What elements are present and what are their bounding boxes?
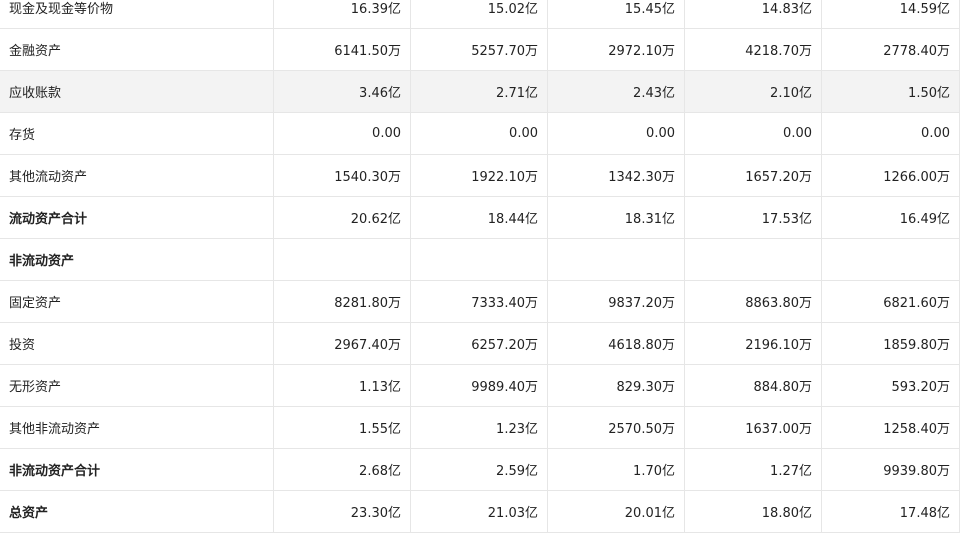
value-cell: 9989.40万 [411, 365, 548, 406]
row-label: 金融资产 [0, 29, 274, 70]
row-label: 非流动资产 [0, 239, 274, 280]
table-row[interactable]: 其他流动资产 1540.30万 1922.10万 1342.30万 1657.20万 12… [0, 155, 959, 197]
value-cell: 1637.00万 [685, 407, 822, 448]
value-cell: 15.02亿 [411, 0, 548, 28]
value-cell: 2967.40万 [274, 323, 411, 364]
row-label: 无形资产 [0, 365, 274, 406]
value-cell: 20.01亿 [548, 491, 685, 532]
table-row[interactable]: 金融资产 6141.50万 5257.70万 2972.10万 4218.70万 2778… [0, 29, 959, 71]
value-cell: 18.44亿 [411, 197, 548, 238]
value-cell [548, 239, 685, 280]
value-cell: 0.00 [411, 113, 548, 154]
value-cell: 0.00 [921, 126, 950, 141]
value-cell [274, 239, 411, 280]
value-cell: 17.48亿 [899, 506, 950, 521]
table-row[interactable]: 其他非流动资产 1.55亿 1.23亿 2570.50万 1637.00万 1258.40… [0, 407, 959, 449]
table-row[interactable]: 流动资产合计 20.62亿 18.44亿 18.31亿 17.53亿 16.49亿 [0, 197, 959, 239]
value-cell: 5257.70万 [411, 29, 548, 70]
table-row[interactable]: 现金及现金等价物 16.39亿 15.02亿 15.45亿 14.83亿 14.59亿 [0, 0, 959, 29]
value-cell: 2.43亿 [548, 71, 685, 112]
value-cell: 16.49亿 [899, 212, 950, 227]
value-cell: 1.50亿 [908, 86, 950, 101]
value-cell: 829.30万 [548, 365, 685, 406]
row-label: 固定资产 [0, 281, 274, 322]
value-cell: 1.70亿 [548, 449, 685, 490]
value-cell: 0.00 [274, 113, 411, 154]
value-cell [685, 239, 822, 280]
value-cell: 17.53亿 [685, 197, 822, 238]
value-cell: 1.23亿 [411, 407, 548, 448]
value-cell: 2778.40万 [883, 44, 950, 59]
value-cell: 1922.10万 [411, 155, 548, 196]
value-cell: 6821.60万 [883, 296, 950, 311]
table-row[interactable]: 无形资产 1.13亿 9989.40万 829.30万 884.80万 593.20万 [0, 365, 959, 407]
value-cell: 6257.20万 [411, 323, 548, 364]
value-cell: 18.80亿 [685, 491, 822, 532]
value-cell: 1657.20万 [685, 155, 822, 196]
value-cell: 14.59亿 [899, 2, 950, 17]
row-label: 投资 [0, 323, 274, 364]
value-cell: 1342.30万 [548, 155, 685, 196]
value-cell: 884.80万 [685, 365, 822, 406]
row-label: 存货 [0, 113, 274, 154]
value-cell: 1266.00万 [883, 170, 950, 185]
value-cell: 2.71亿 [411, 71, 548, 112]
table-row[interactable]: 应收账款 3.46亿 2.71亿 2.43亿 2.10亿 1.50亿 [0, 71, 959, 113]
value-cell: 6141.50万 [274, 29, 411, 70]
value-cell: 2972.10万 [548, 29, 685, 70]
value-cell: 2.68亿 [274, 449, 411, 490]
value-cell: 15.45亿 [548, 0, 685, 28]
value-cell: 16.39亿 [274, 0, 411, 28]
value-cell: 1.55亿 [274, 407, 411, 448]
value-cell: 0.00 [685, 113, 822, 154]
value-cell: 9939.80万 [883, 464, 950, 479]
value-cell [822, 239, 959, 280]
value-cell: 4618.80万 [548, 323, 685, 364]
row-label: 其他非流动资产 [0, 407, 274, 448]
table-row[interactable]: 投资 2967.40万 6257.20万 4618.80万 2196.10万 1859.8… [0, 323, 959, 365]
value-cell: 21.03亿 [411, 491, 548, 532]
value-cell: 7333.40万 [411, 281, 548, 322]
row-label: 非流动资产合计 [0, 449, 274, 490]
table-row[interactable]: 存货 0.00 0.00 0.00 0.00 0.00 [0, 113, 959, 155]
row-label: 其他流动资产 [0, 155, 274, 196]
table-row[interactable]: 非流动资产 [0, 239, 959, 281]
value-cell: 1258.40万 [883, 422, 950, 437]
value-cell: 23.30亿 [274, 491, 411, 532]
value-cell: 14.83亿 [685, 0, 822, 28]
value-cell: 8863.80万 [685, 281, 822, 322]
value-cell: 4218.70万 [685, 29, 822, 70]
row-label: 现金及现金等价物 [0, 0, 274, 28]
value-cell: 20.62亿 [274, 197, 411, 238]
value-cell: 18.31亿 [548, 197, 685, 238]
row-label: 总资产 [0, 491, 274, 532]
value-cell: 2196.10万 [685, 323, 822, 364]
value-cell: 0.00 [548, 113, 685, 154]
value-cell: 2.59亿 [411, 449, 548, 490]
value-cell: 8281.80万 [274, 281, 411, 322]
table-row[interactable]: 固定资产 8281.80万 7333.40万 9837.20万 8863.80万 6821… [0, 281, 959, 323]
value-cell: 3.46亿 [274, 71, 411, 112]
row-label: 流动资产合计 [0, 197, 274, 238]
value-cell: 1859.80万 [883, 338, 950, 353]
value-cell: 593.20万 [891, 380, 951, 395]
value-cell: 1540.30万 [274, 155, 411, 196]
table-row[interactable]: 总资产 23.30亿 21.03亿 20.01亿 18.80亿 17.48亿 [0, 491, 959, 533]
value-cell: 9837.20万 [548, 281, 685, 322]
value-cell: 2570.50万 [548, 407, 685, 448]
value-cell: 1.27亿 [685, 449, 822, 490]
table-row[interactable]: 非流动资产合计 2.68亿 2.59亿 1.70亿 1.27亿 9939.80万 [0, 449, 959, 491]
value-cell: 2.10亿 [685, 71, 822, 112]
value-cell [411, 239, 548, 280]
value-cell: 1.13亿 [274, 365, 411, 406]
row-label: 应收账款 [0, 71, 274, 112]
